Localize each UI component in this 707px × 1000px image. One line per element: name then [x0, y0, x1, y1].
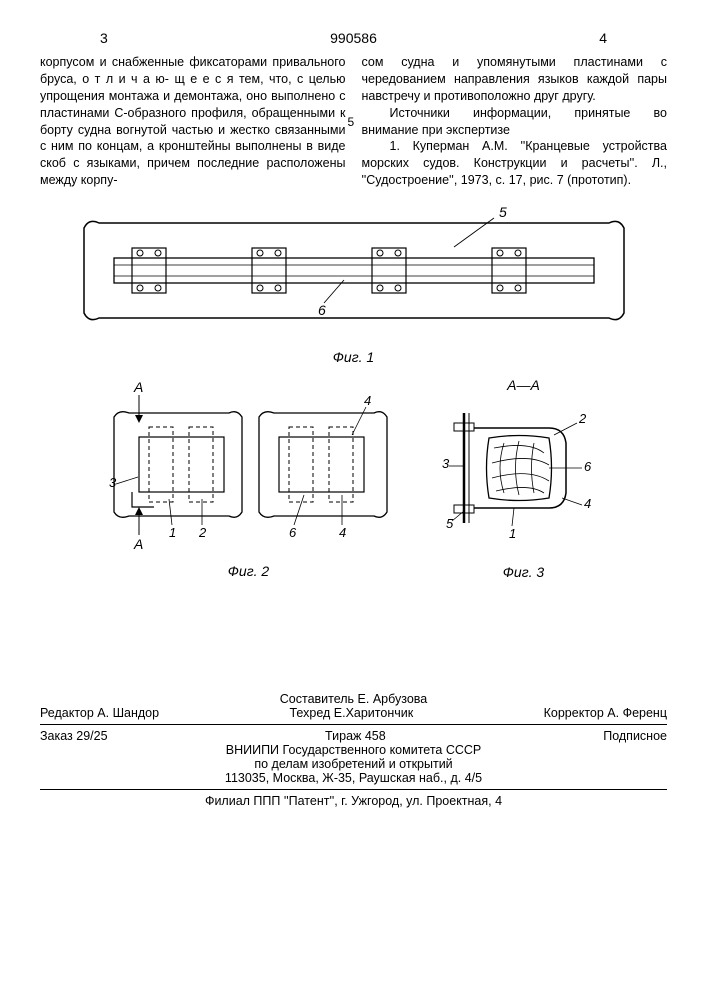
footer-addr1: 113035, Москва, Ж-35, Раушская наб., д. … — [40, 771, 667, 785]
page-header: 3 990586 4 — [40, 30, 667, 46]
fig3-label-4: 4 — [584, 496, 591, 511]
bracket-1 — [132, 248, 166, 293]
fig2-section-A-bot: А — [133, 536, 143, 552]
fig2-section-A-top: А — [133, 379, 143, 395]
fig3-label-6: 6 — [584, 459, 592, 474]
fig3-svg: 2 6 4 3 5 1 — [434, 393, 614, 558]
fig3-section-title: А—А — [434, 377, 614, 393]
fig1-caption: Фиг. 1 — [40, 349, 667, 365]
footer-techred: Техред Е.Харитончик — [290, 706, 414, 720]
fig3-label-2: 2 — [578, 411, 587, 426]
fig2-wrap: А А 3 1 2 — [94, 377, 404, 591]
fig2-label-4: 4 — [364, 393, 371, 408]
footer-compiler: Составитель Е. Арбузова — [40, 692, 667, 706]
footer-tirazh: Тираж 458 — [325, 729, 386, 743]
footer-branch: Филиал ППП ''Патент'', г. Ужгород, ул. П… — [40, 794, 667, 808]
footer-editor: Редактор А. Шандор — [40, 706, 159, 720]
right-column: сом судна и упомянутыми пластинами с чер… — [362, 54, 668, 189]
footer-order: Заказ 29/25 — [40, 729, 108, 743]
fig3-label-1: 1 — [509, 526, 516, 541]
fig2-label-2: 2 — [198, 525, 207, 540]
fig2-caption: Фиг. 2 — [94, 563, 404, 579]
right-paragraph-1: сом судна и упомянутыми пластинами с чер… — [362, 54, 668, 105]
fig1-svg: 5 6 — [74, 203, 634, 343]
footer-org2: по делам изобретений и открытий — [40, 757, 667, 771]
footer: Составитель Е. Арбузова Редактор А. Шанд… — [40, 692, 667, 808]
line-marker-5: 5 — [348, 115, 355, 129]
footer-corrector: Корректор А. Ференц — [544, 706, 667, 720]
left-column: корпусом и снабженные фиксаторами привал… — [40, 54, 346, 189]
page-num-left: 3 — [40, 30, 269, 46]
page-num-right: 4 — [438, 30, 667, 46]
fig2-svg: А А 3 1 2 — [94, 377, 404, 557]
fig3-caption: Фиг. 3 — [434, 564, 614, 580]
left-paragraph: корпусом и снабженные фиксаторами привал… — [40, 55, 346, 187]
footer-org1: ВНИИПИ Государственного комитета СССР — [40, 743, 667, 757]
fig3-wrap: А—А 2 — [434, 377, 614, 592]
footer-rule-1 — [40, 724, 667, 725]
bracket-2 — [252, 248, 286, 293]
footer-rule-2 — [40, 789, 667, 790]
doc-number: 990586 — [269, 30, 438, 46]
fig3-label-5: 5 — [446, 516, 454, 531]
right-paragraph-2: Источники информации, принятые во вниман… — [362, 105, 668, 139]
right-paragraph-3: 1. Куперман А.М. ''Кранцевые устройства … — [362, 138, 668, 189]
figures-block: 5 6 Фиг. 1 А А — [40, 203, 667, 592]
fig3-label-3: 3 — [442, 456, 450, 471]
fig2-label-3: 3 — [109, 475, 117, 490]
fig1-label-6: 6 — [318, 302, 326, 318]
fig1-label-5: 5 — [499, 204, 507, 220]
fig2-label-6: 6 — [289, 525, 297, 540]
footer-signed: Подписное — [603, 729, 667, 743]
bracket-4 — [492, 248, 526, 293]
bracket-3 — [372, 248, 406, 293]
fig2-label-4b: 4 — [339, 525, 346, 540]
fig2-label-1: 1 — [169, 525, 176, 540]
